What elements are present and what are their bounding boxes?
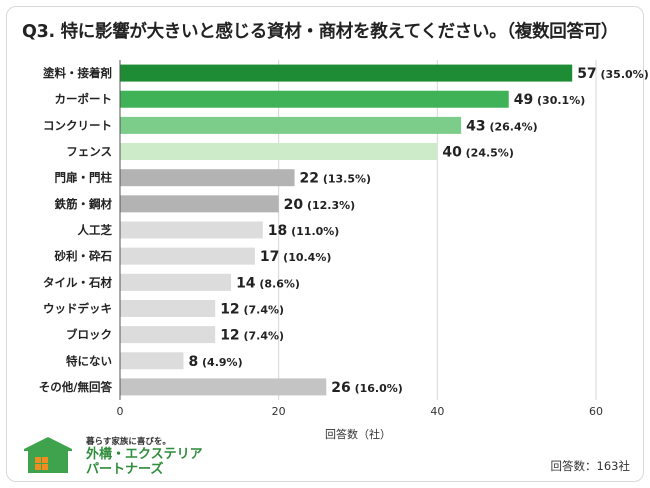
category-label: 特にない (66, 354, 112, 368)
bar (120, 247, 255, 265)
data-label: 57 (35.0%) (577, 66, 649, 82)
bar (120, 90, 509, 108)
house-logo-icon (24, 437, 72, 473)
bar (120, 195, 279, 213)
data-label: 12 (7.4%) (220, 301, 284, 317)
category-label: ウッドデッキ (43, 301, 112, 315)
category-label: フェンス (66, 145, 112, 159)
data-label: 17 (10.4%) (260, 249, 332, 265)
bar (120, 326, 216, 344)
category-label: 門扉・門柱 (55, 171, 113, 185)
data-label: 18 (11.0%) (268, 223, 340, 239)
x-tick-label: 0 (117, 405, 124, 418)
bar (120, 221, 263, 239)
category-label: 塗料・接着剤 (43, 66, 112, 80)
x-tick-label: 60 (589, 405, 603, 418)
bar (120, 116, 462, 134)
category-label: コンクリート (43, 118, 112, 132)
data-label: 22 (13.5%) (300, 171, 372, 187)
bar (120, 64, 573, 82)
data-label: 26 (16.0%) (331, 380, 403, 396)
bar (120, 169, 295, 187)
total-responses: 回答数：163社 (550, 459, 630, 473)
category-label: ブロック (66, 328, 112, 342)
chart-title: Q3. 特に影響が大きいと感じる資材・商材を教えてください。（複数回答可） (22, 22, 619, 42)
data-label: 49 (30.1%) (514, 92, 586, 108)
x-tick-label: 20 (272, 405, 286, 418)
category-label: その他/無回答 (39, 380, 113, 394)
data-label: 8 (4.9%) (188, 354, 242, 370)
category-label: タイル・石材 (43, 275, 112, 289)
category-label: 人工芝 (78, 223, 113, 237)
data-label: 20 (12.3%) (284, 197, 356, 213)
bar (120, 273, 232, 291)
category-label: 鉄筋・鋼材 (55, 197, 113, 211)
bar (120, 299, 216, 317)
x-axis-label: 回答数（社） (325, 427, 391, 441)
data-label: 14 (8.6%) (236, 275, 300, 291)
category-label: カーポート (55, 92, 113, 106)
data-label: 12 (7.4%) (220, 328, 284, 344)
brand-name-line1: 外構・エクステリア (86, 447, 203, 462)
brand-tagline: 暮らす家族に喜びを。 (86, 437, 171, 447)
data-label: 43 (26.4%) (466, 118, 538, 134)
category-label: 砂利・砕石 (55, 249, 113, 263)
chart-frame (6, 6, 644, 482)
brand-name: 外構・エクステリア パートナーズ (86, 447, 203, 477)
data-label: 40 (24.5%) (442, 145, 514, 161)
x-tick-label: 40 (430, 405, 444, 418)
bar (120, 378, 327, 396)
bar (120, 143, 438, 161)
bar (120, 352, 184, 370)
brand-name-line2: パートナーズ (86, 462, 164, 477)
